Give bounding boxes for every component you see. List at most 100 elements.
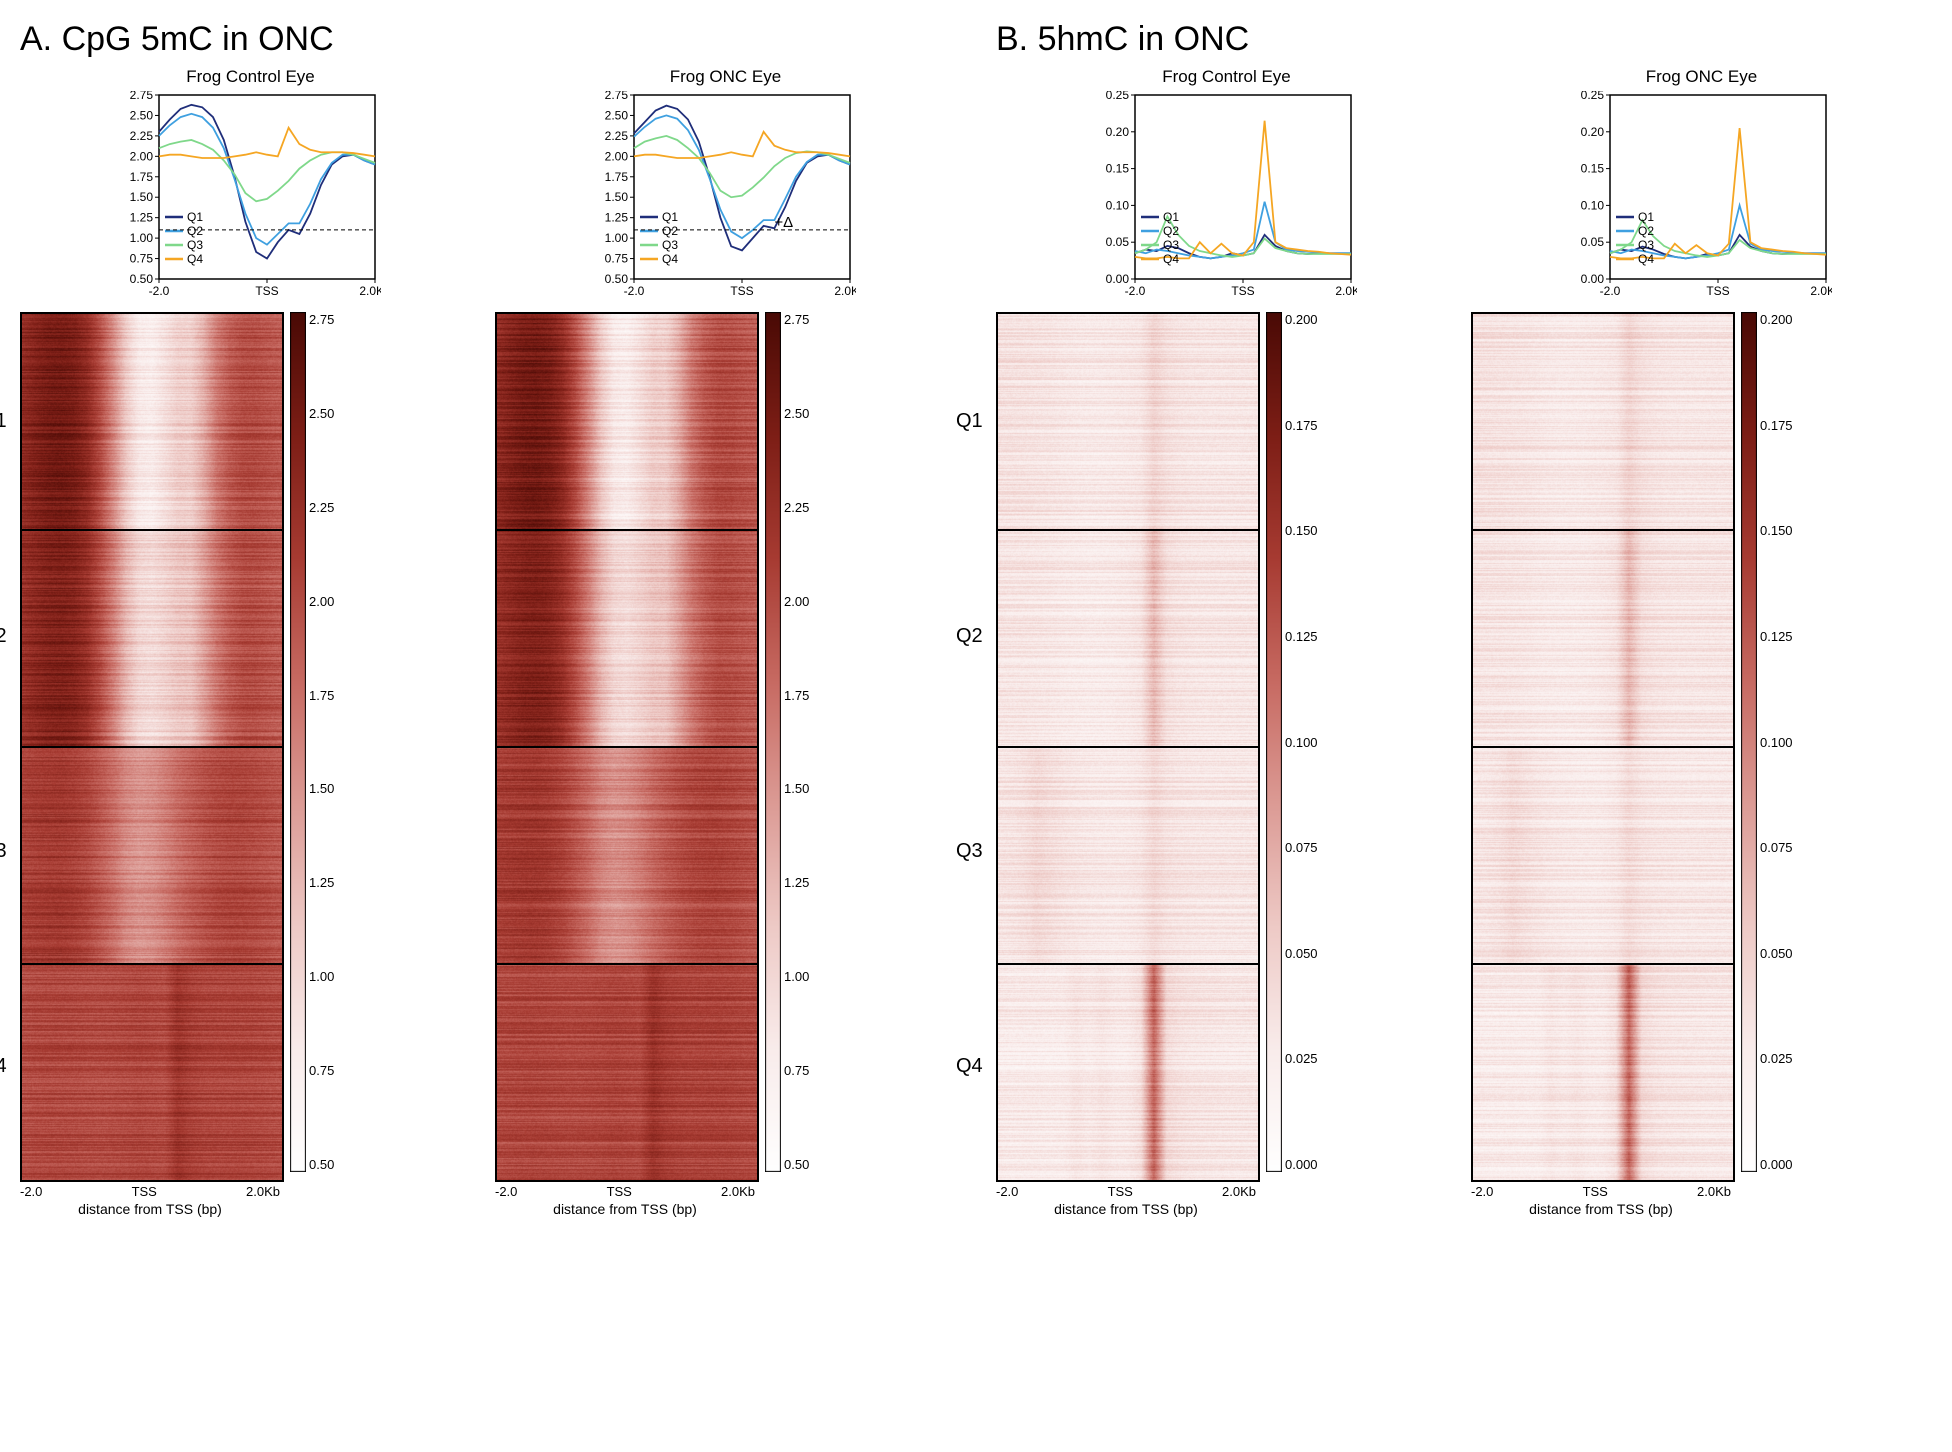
x-tick: TSS (1583, 1184, 1608, 1199)
profile-plot: 0.000.050.100.150.200.25-2.0TSS2.0KbQ1Q2… (1572, 91, 1832, 301)
colorbar-tick: 0.075 (1285, 840, 1318, 855)
colorbar-tick: 2.00 (784, 594, 809, 609)
heatmap-q4 (22, 965, 282, 1180)
svg-text:1.50: 1.50 (129, 190, 153, 204)
profile-title: Frog Control Eye (186, 67, 315, 87)
x-tick: TSS (132, 1184, 157, 1199)
svg-text:Q4: Q4 (662, 252, 678, 266)
x-tick: 2.0Kb (1697, 1184, 1731, 1199)
svg-text:Q3: Q3 (662, 238, 678, 252)
colorbar-tick: 0.175 (1760, 418, 1793, 433)
quartile-label: Q1 (0, 410, 7, 433)
svg-text:TSS: TSS (1706, 284, 1729, 298)
heatmap-q4 (1473, 965, 1733, 1180)
colorbar-tick: 0.125 (1760, 629, 1793, 644)
svg-text:0.75: 0.75 (129, 252, 153, 266)
svg-text:0.05: 0.05 (1580, 235, 1604, 249)
profile-plot: 0.500.751.001.251.501.752.002.252.502.75… (596, 91, 856, 301)
svg-text:0.75: 0.75 (604, 252, 628, 266)
colorbar-tick: 2.00 (309, 594, 334, 609)
colorbar (765, 312, 781, 1172)
colorbar-tick: 2.75 (309, 312, 334, 327)
svg-text:TSS: TSS (1231, 284, 1254, 298)
svg-text:Q3: Q3 (1163, 238, 1179, 252)
colorbar-tick: 0.100 (1285, 735, 1318, 750)
heatmap-q4 (497, 965, 757, 1180)
heatmap-q1 (497, 314, 757, 531)
heatmap-q2 (22, 531, 282, 748)
svg-text:Q1: Q1 (662, 210, 678, 224)
svg-text:-2.0: -2.0 (623, 284, 644, 298)
x-tick: TSS (607, 1184, 632, 1199)
heatmap-q3 (1473, 748, 1733, 965)
colorbar-tick: 2.50 (784, 406, 809, 421)
colorbar-tick: 0.125 (1285, 629, 1318, 644)
colorbar-tick: 1.50 (309, 781, 334, 796)
colorbar-tick: 0.000 (1760, 1157, 1793, 1172)
colorbar-tick: 0.75 (784, 1063, 809, 1078)
panel-b: B. 5hmC in ONC Frog Control Eye0.000.050… (996, 20, 1932, 1217)
svg-text:0.25: 0.25 (1580, 91, 1604, 102)
svg-text:0.25: 0.25 (1105, 91, 1129, 102)
svg-text:-2.0: -2.0 (1124, 284, 1145, 298)
x-tick: -2.0 (20, 1184, 42, 1199)
colorbar-tick: 2.50 (309, 406, 334, 421)
quartile-label: Q1 (956, 410, 983, 433)
colorbar-tick: 0.025 (1285, 1051, 1318, 1066)
profile-plot: 0.500.751.001.251.501.752.002.252.502.75… (121, 91, 381, 301)
heatmap-q1 (1473, 314, 1733, 531)
svg-text:1.75: 1.75 (604, 170, 628, 184)
x-tick: -2.0 (495, 1184, 517, 1199)
svg-text:Q1: Q1 (1638, 210, 1654, 224)
svg-text:Q3: Q3 (187, 238, 203, 252)
svg-text:-2.0: -2.0 (1599, 284, 1620, 298)
colorbar-tick: 0.50 (309, 1157, 334, 1172)
x-tick: -2.0 (996, 1184, 1018, 1199)
colorbar-tick: 0.200 (1760, 312, 1793, 327)
x-tick: 2.0Kb (721, 1184, 755, 1199)
profile-plot: 0.000.050.100.150.200.25-2.0TSS2.0KbQ1Q2… (1097, 91, 1357, 301)
colorbar-tick: 0.000 (1285, 1157, 1318, 1172)
heatmap-q3 (22, 748, 282, 965)
colorbar-tick: 1.25 (784, 875, 809, 890)
colorbar-tick: 0.150 (1760, 523, 1793, 538)
heatmap-q2 (497, 531, 757, 748)
x-tick: 2.0Kb (246, 1184, 280, 1199)
x-tick: 2.0Kb (1222, 1184, 1256, 1199)
quartile-label: Q4 (956, 1055, 983, 1078)
colorbar-tick: 0.200 (1285, 312, 1318, 327)
colorbar (1266, 312, 1282, 1172)
svg-text:Q1: Q1 (187, 210, 203, 224)
colorbar (290, 312, 306, 1172)
svg-text:Q2: Q2 (662, 224, 678, 238)
colorbar-tick: 2.25 (784, 500, 809, 515)
x-axis-label: distance from TSS (bp) (1471, 1201, 1731, 1217)
svg-text:2.0Kb: 2.0Kb (834, 284, 856, 298)
quartile-label: Q2 (0, 625, 7, 648)
colorbar-tick: 0.150 (1285, 523, 1318, 538)
colorbar-tick: 0.050 (1760, 946, 1793, 961)
svg-text:1.25: 1.25 (604, 211, 628, 225)
heatmap-q1 (22, 314, 282, 531)
svg-text:TSS: TSS (730, 284, 753, 298)
x-tick: TSS (1108, 1184, 1133, 1199)
svg-text:0.05: 0.05 (1105, 235, 1129, 249)
svg-text:2.00: 2.00 (604, 149, 628, 163)
svg-text:2.50: 2.50 (604, 108, 628, 122)
panel-b-title: B. 5hmC in ONC (996, 20, 1932, 59)
x-axis-label: distance from TSS (bp) (495, 1201, 755, 1217)
colorbar-tick: 0.025 (1760, 1051, 1793, 1066)
colorbar-tick: 1.75 (309, 688, 334, 703)
heatmap-q4 (998, 965, 1258, 1180)
colorbar-tick: 0.75 (309, 1063, 334, 1078)
svg-text:2.0Kb: 2.0Kb (1335, 284, 1357, 298)
svg-text:0.20: 0.20 (1580, 125, 1604, 139)
quartile-label: Q2 (956, 625, 983, 648)
x-tick: -2.0 (1471, 1184, 1493, 1199)
svg-text:Q4: Q4 (1163, 252, 1179, 266)
colorbar-tick: 0.075 (1760, 840, 1793, 855)
svg-text:2.50: 2.50 (129, 108, 153, 122)
colorbar-tick: 2.75 (784, 312, 809, 327)
colorbar-tick: 0.050 (1285, 946, 1318, 961)
svg-text:2.25: 2.25 (604, 129, 628, 143)
